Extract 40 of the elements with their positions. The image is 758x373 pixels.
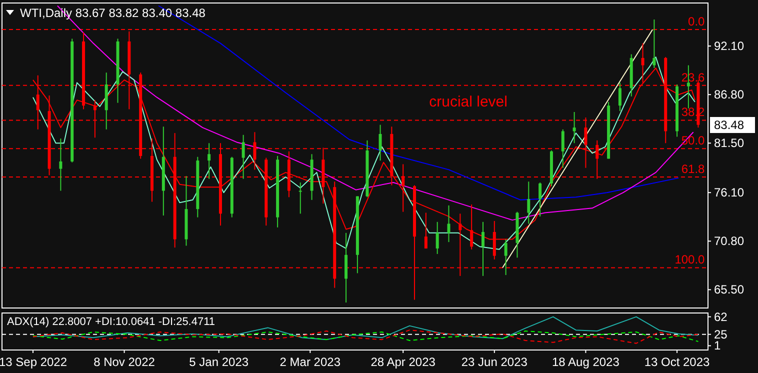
annotation: 0.0 — [688, 14, 706, 29]
annotation: crucial level — [429, 94, 508, 111]
candlestick — [424, 212, 428, 249]
candlestick — [344, 232, 348, 304]
candlestick — [59, 138, 62, 192]
candlestick — [447, 204, 450, 243]
candlestick — [481, 221, 484, 276]
y-tick-label: 25 — [714, 327, 728, 342]
x-tick-label: 28 Apr 2023 — [370, 355, 436, 369]
y-tick-label: 65.50 — [714, 282, 744, 297]
annotation: 83.48 — [714, 118, 744, 132]
x-tick-label: 23 Jun 2023 — [461, 355, 528, 369]
y-tick-label: 62 — [714, 310, 728, 324]
y-tick-label: 86.80 — [714, 88, 744, 102]
x-tick-label: 18 Aug 2023 — [552, 355, 620, 369]
candlestick — [572, 111, 576, 144]
y-tick-label: 1 — [714, 338, 721, 353]
candlestick — [652, 18, 656, 69]
y-tick-label: 92.10 — [714, 39, 744, 54]
candlestick — [242, 134, 245, 180]
candlestick — [538, 182, 542, 217]
candlestick — [378, 124, 382, 162]
candlestick — [527, 181, 530, 224]
x-tick-label: 13 Oct 2023 — [644, 355, 710, 369]
x-tick-label: 5 Jan 2023 — [189, 355, 249, 369]
candlestick — [618, 82, 622, 112]
candlestick — [436, 221, 439, 254]
chart-title: ADX(14) 22.8007 +DI:10.0641 -DI:25.4711 — [7, 316, 216, 328]
x-tick-label: 13 Sep 2022 — [0, 355, 68, 369]
x-tick-label: 8 Nov 2022 — [94, 355, 156, 369]
x-tick-label: 2 Mar 2023 — [280, 355, 341, 369]
y-tick-label: 70.80 — [714, 234, 744, 248]
y-tick-label: 81.50 — [714, 136, 744, 150]
candlestick — [561, 128, 564, 168]
candlestick — [504, 238, 508, 276]
annotation: 100.0 — [674, 252, 706, 267]
candlestick — [298, 182, 302, 214]
y-tick-label: 76.10 — [714, 186, 744, 200]
candlestick — [208, 142, 211, 180]
annotation: 61.8 — [681, 162, 706, 176]
